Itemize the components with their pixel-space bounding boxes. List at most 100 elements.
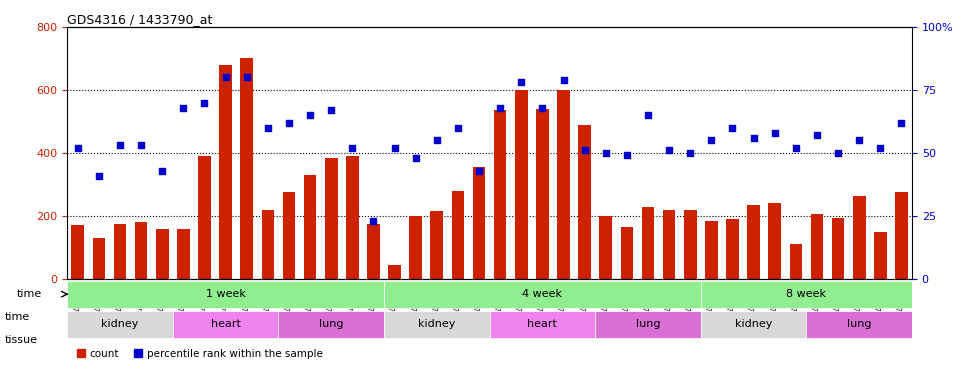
Point — [767, 130, 782, 136]
Point — [387, 145, 402, 151]
Text: lung: lung — [319, 319, 344, 329]
Bar — [472, 167, 486, 279]
Point — [640, 112, 656, 118]
Point — [70, 145, 85, 151]
Bar — [346, 156, 359, 279]
Point — [260, 125, 276, 131]
Text: tissue: tissue — [5, 335, 37, 345]
FancyBboxPatch shape — [701, 311, 806, 338]
FancyBboxPatch shape — [490, 311, 595, 338]
Bar — [620, 227, 634, 279]
Point — [894, 120, 909, 126]
Bar — [747, 205, 760, 279]
Point — [408, 155, 423, 161]
Bar — [852, 195, 866, 279]
FancyBboxPatch shape — [67, 281, 384, 308]
Bar — [451, 191, 465, 279]
Bar — [705, 221, 718, 279]
Text: 8 week: 8 week — [786, 289, 827, 299]
Text: 4 week: 4 week — [522, 289, 563, 299]
Point — [91, 172, 107, 179]
Text: 1 week: 1 week — [205, 289, 246, 299]
Bar — [282, 192, 296, 279]
Bar — [831, 218, 845, 279]
FancyBboxPatch shape — [384, 311, 490, 338]
Text: kidney: kidney — [419, 319, 455, 329]
Point — [302, 112, 318, 118]
Point — [598, 150, 613, 156]
Bar — [430, 211, 444, 279]
Point — [535, 104, 550, 111]
Bar — [536, 109, 549, 279]
Point — [366, 218, 381, 224]
Bar — [768, 204, 781, 279]
Text: GDS4316 / 1433790_at: GDS4316 / 1433790_at — [67, 13, 212, 26]
Bar — [367, 224, 380, 279]
Bar — [156, 228, 169, 279]
Text: lung: lung — [636, 319, 660, 329]
Point — [683, 150, 698, 156]
FancyBboxPatch shape — [595, 311, 701, 338]
Point — [704, 137, 719, 144]
Text: kidney: kidney — [102, 319, 138, 329]
Bar — [261, 210, 275, 279]
FancyBboxPatch shape — [173, 311, 278, 338]
Point — [429, 137, 444, 144]
Text: kidney: kidney — [735, 319, 772, 329]
Point — [112, 142, 128, 149]
Text: heart: heart — [527, 319, 558, 329]
Point — [450, 125, 466, 131]
FancyBboxPatch shape — [278, 311, 384, 338]
Bar — [409, 216, 422, 279]
Bar — [874, 232, 887, 279]
Bar — [113, 224, 127, 279]
Text: heart: heart — [210, 319, 241, 329]
Point — [218, 74, 233, 80]
Point — [345, 145, 360, 151]
FancyBboxPatch shape — [384, 281, 701, 308]
FancyBboxPatch shape — [701, 281, 912, 308]
Bar — [388, 265, 401, 279]
Point — [873, 145, 888, 151]
Bar — [789, 244, 803, 279]
Bar — [578, 124, 591, 279]
Bar — [177, 228, 190, 279]
Text: time: time — [5, 312, 30, 322]
Bar — [515, 90, 528, 279]
Bar — [240, 58, 253, 279]
Point — [809, 132, 825, 138]
Text: lung: lung — [847, 319, 872, 329]
Bar — [895, 192, 908, 279]
Point — [556, 77, 571, 83]
Legend: count, percentile rank within the sample: count, percentile rank within the sample — [72, 345, 326, 363]
Point — [661, 147, 677, 154]
Point — [471, 167, 487, 174]
Point — [197, 99, 212, 106]
Bar — [810, 214, 824, 279]
Point — [725, 125, 740, 131]
Bar — [662, 210, 676, 279]
Point — [281, 120, 297, 126]
Point — [746, 135, 761, 141]
Point — [577, 147, 592, 154]
Point — [492, 104, 508, 111]
Bar — [684, 210, 697, 279]
Point — [852, 137, 867, 144]
Point — [324, 107, 339, 113]
Point — [788, 145, 804, 151]
Point — [830, 150, 846, 156]
FancyBboxPatch shape — [67, 311, 173, 338]
Bar — [726, 219, 739, 279]
Bar — [219, 65, 232, 279]
Point — [619, 152, 635, 159]
Point — [176, 104, 191, 111]
Point — [239, 74, 254, 80]
Bar — [92, 238, 106, 279]
Bar — [324, 158, 338, 279]
Bar — [303, 175, 317, 279]
FancyBboxPatch shape — [806, 311, 912, 338]
Text: time: time — [16, 289, 42, 299]
Bar — [198, 156, 211, 279]
Bar — [641, 207, 655, 279]
Point — [514, 79, 529, 85]
